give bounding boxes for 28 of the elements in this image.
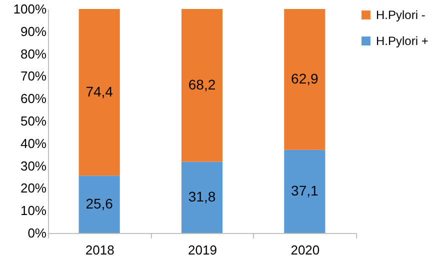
data-label: 62,9 [291,70,319,86]
bar [181,9,223,162]
bar [78,9,120,176]
bar [181,162,223,233]
data-label: 74,4 [86,83,114,100]
x-tick-label: 2018 [85,242,114,258]
y-tick-label: 40% [20,136,47,151]
x-tick-label: 2020 [290,242,320,258]
y-tick-label: 50% [20,114,47,128]
bar [284,150,326,233]
y-tick-label: 10% [20,203,47,218]
data-label: 31,8 [188,188,216,204]
y-tick-label: 60% [20,91,47,106]
y-tick-label: 90% [20,24,47,39]
data-label: 68,2 [188,76,216,92]
y-tick-label: 20% [20,180,47,196]
y-tick-label: 70% [20,68,47,84]
data-label: 25,6 [86,195,114,212]
y-tick-label: 100% [13,2,47,16]
bar [78,176,120,233]
legend-label: H.Pylori + [376,34,428,48]
data-label: 37,1 [291,182,319,198]
x-tick-label: 2019 [188,242,217,258]
y-tick-label: 0% [28,226,47,240]
y-tick-label: 30% [20,158,47,174]
y-tick-label: 80% [20,46,47,62]
bar [284,9,326,150]
legend-label: H.Pylori - [376,8,426,22]
